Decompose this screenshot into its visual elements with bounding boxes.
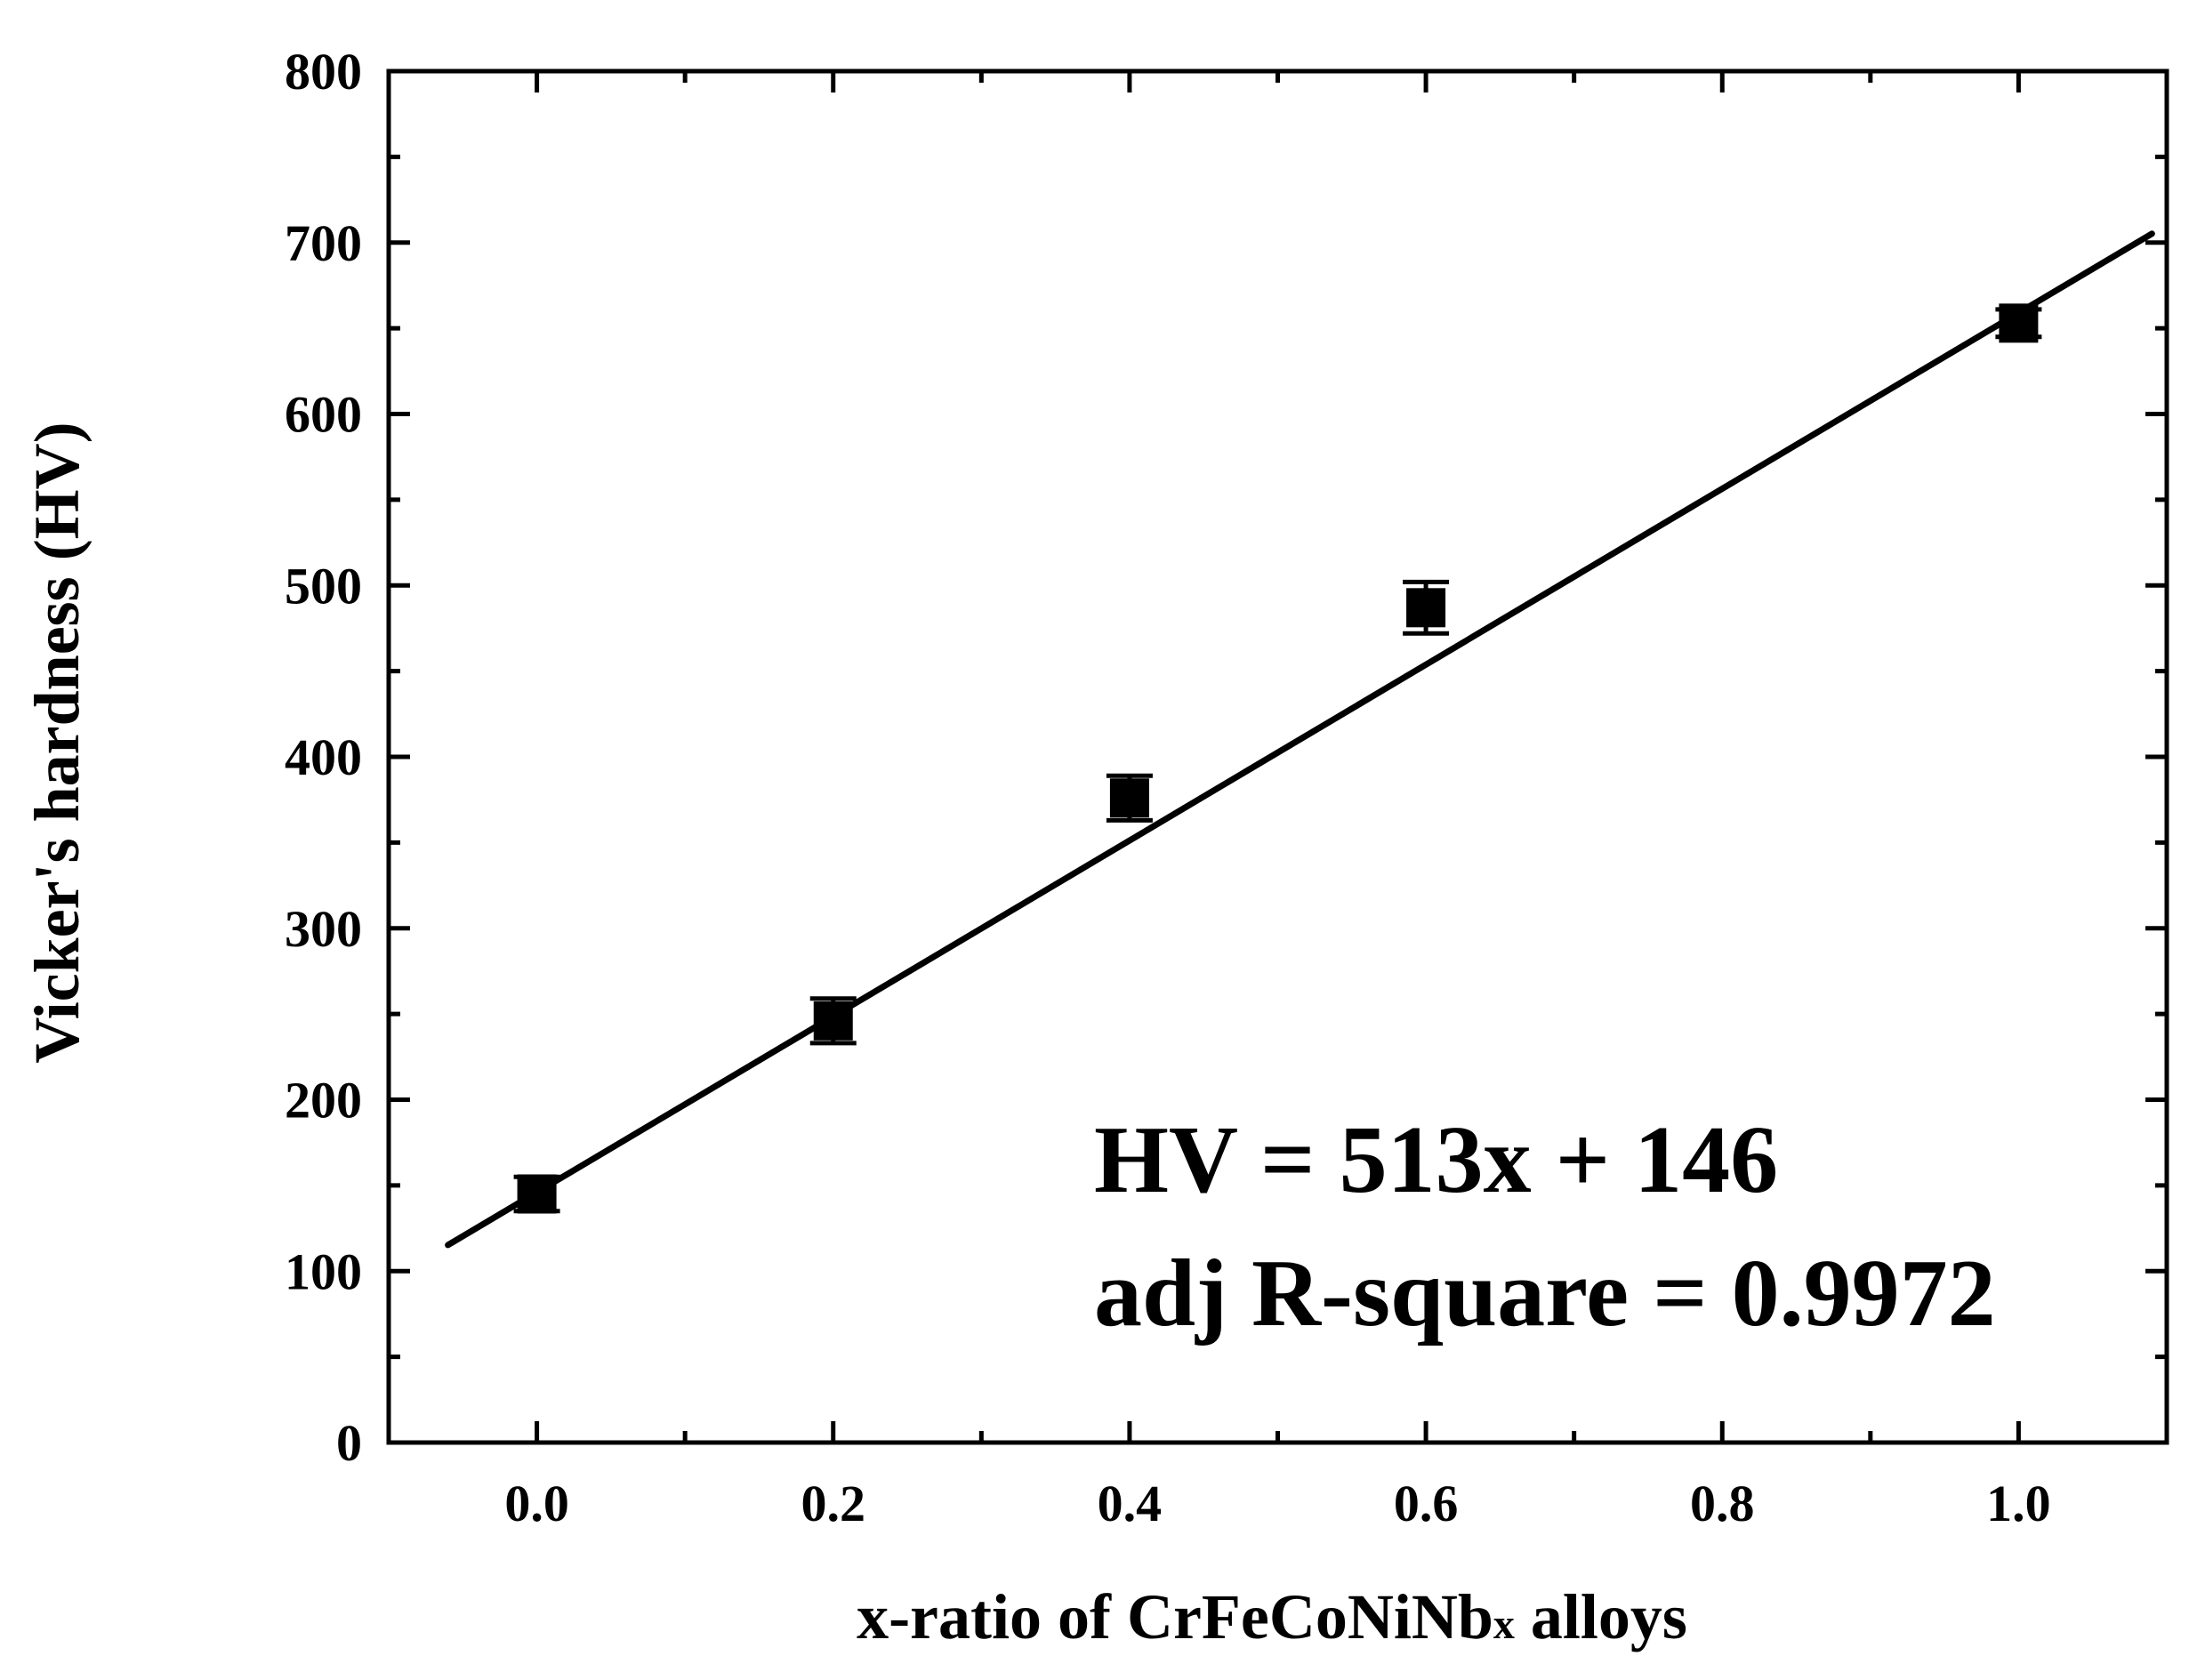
y-tick-label: 700: [285, 214, 362, 272]
y-axis-title: Vicker's hardness (HV): [21, 422, 93, 1063]
x-tick-label: 1.0: [1986, 1475, 2051, 1532]
fit-line-group: [445, 230, 2155, 1249]
x-tick-label: 0.6: [1394, 1475, 1459, 1532]
x-axis-title: x-ratio of CrFeCoNiNbx alloys: [857, 1581, 1687, 1652]
x-tick-label: 0.0: [504, 1475, 569, 1532]
axis-ticks: [389, 68, 2167, 1445]
fit-r-square: adj R-square = 0.9972: [1094, 1241, 1996, 1346]
data-point: [813, 1001, 853, 1041]
y-tick-label: 800: [285, 43, 362, 100]
data-points: [513, 303, 2042, 1214]
x-axis-title-prefix: x-ratio of CrFeCoNiNb: [857, 1581, 1493, 1652]
y-tick-label: 200: [285, 1072, 362, 1129]
data-point: [1406, 588, 1446, 628]
data-point: [517, 1174, 557, 1214]
y-tick-label: 100: [285, 1242, 362, 1300]
x-tick-label: 0.4: [1098, 1475, 1163, 1532]
y-tick-label: 600: [285, 386, 362, 444]
x-tick-label: 0.8: [1690, 1475, 1755, 1532]
y-tick-label: 300: [285, 900, 362, 958]
y-tick-label: 500: [285, 557, 362, 615]
fit-line: [445, 230, 2155, 1249]
x-axis-title-suffix: alloys: [1515, 1581, 1687, 1652]
x-axis-title-subscript: x: [1493, 1601, 1515, 1648]
fit-equation: HV = 513x + 146: [1094, 1107, 1778, 1213]
tick-labels: 0.0 0.2 0.4 0.6 0.8 1.0 0 100 200 300 400 500 600 700…: [285, 43, 2051, 1532]
plot-frame: [386, 68, 2169, 1445]
x-tick-label: 0.2: [801, 1475, 866, 1532]
y-tick-label: 400: [285, 728, 362, 786]
data-point: [1109, 778, 1149, 818]
y-tick-label: 0: [336, 1414, 362, 1472]
plot-area: [386, 68, 2169, 1445]
data-point: [1999, 303, 2039, 343]
